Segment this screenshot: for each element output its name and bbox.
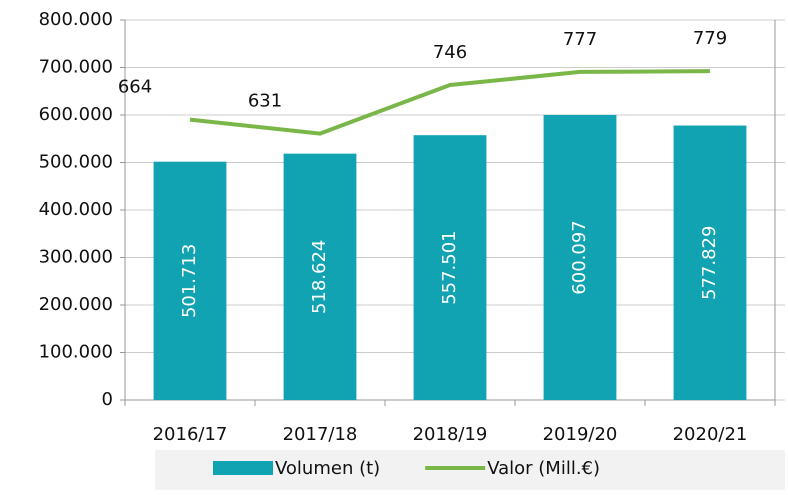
y-tick-label: 300.000 <box>39 247 113 268</box>
bar-value-label: 557.501 <box>439 230 460 304</box>
y-tick-label: 500.000 <box>39 152 113 173</box>
x-tick-label: 2018/19 <box>413 424 488 445</box>
bar-value-label: 518.624 <box>309 240 330 314</box>
bar <box>673 125 747 401</box>
legend-label: Volumen (t) <box>275 458 380 479</box>
y-tick-label: 700.000 <box>39 57 113 78</box>
y-tick-label: 800.000 <box>39 9 113 30</box>
line-value-label: 779 <box>693 28 727 49</box>
legend-label: Valor (Mill.€) <box>487 458 600 479</box>
bar-value-label: 501.713 <box>179 244 200 318</box>
bar-value-label: 600.097 <box>569 220 590 294</box>
y-tick-label: 0 <box>102 389 113 410</box>
x-tick-label: 2020/21 <box>673 424 748 445</box>
y-tick-label: 600.000 <box>39 104 113 125</box>
bar <box>543 114 617 401</box>
x-tick-label: 2019/20 <box>543 424 618 445</box>
bar <box>153 161 227 400</box>
legend-swatch <box>213 461 273 475</box>
y-tick-label: 200.000 <box>39 294 113 315</box>
line-value-label: 746 <box>433 42 467 63</box>
line-value-label: 664 <box>118 77 152 98</box>
y-tick-label: 400.000 <box>39 199 113 220</box>
x-tick-label: 2016/17 <box>153 424 228 445</box>
x-tick-label: 2017/18 <box>283 424 358 445</box>
line-value-label: 631 <box>248 91 282 112</box>
line <box>189 69 711 136</box>
line-value-label: 777 <box>563 29 597 50</box>
y-tick-label: 100.000 <box>39 342 113 363</box>
bar-value-label: 577.829 <box>699 226 720 300</box>
bar <box>283 153 357 400</box>
bar <box>413 135 487 401</box>
